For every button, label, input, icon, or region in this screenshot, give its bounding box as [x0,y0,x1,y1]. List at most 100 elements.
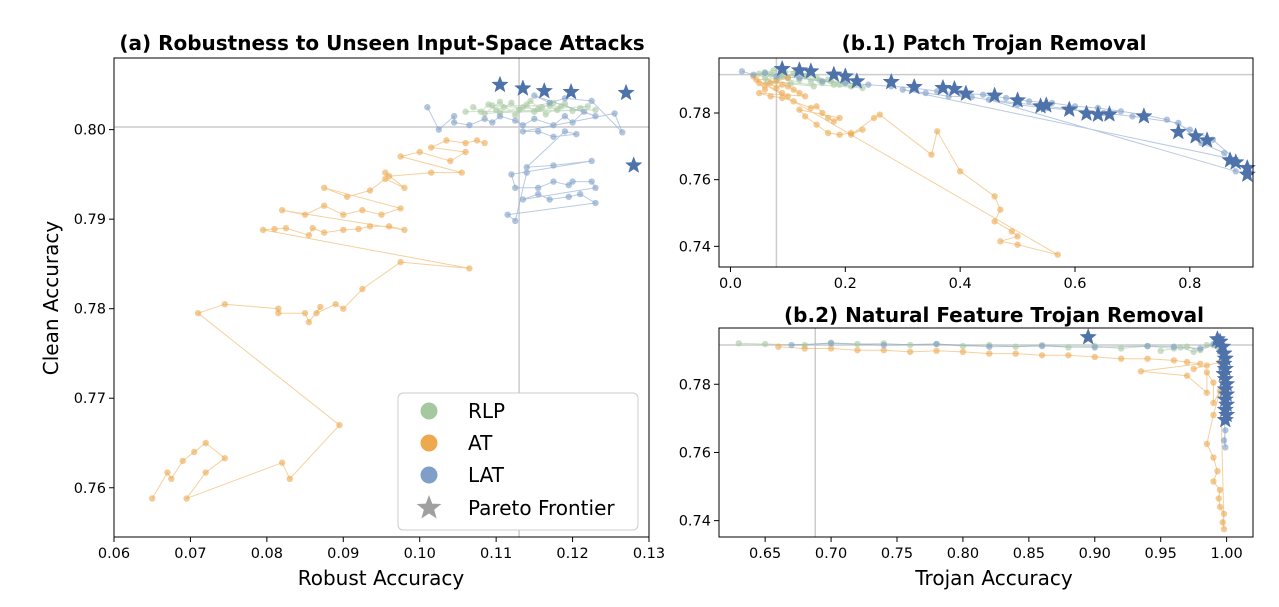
pareto-star [1227,153,1245,170]
point-at [286,475,293,483]
legend-marker-rlp [420,402,438,420]
point-at [301,211,309,218]
point-rlp [462,108,469,115]
point-lat [592,184,599,192]
point-rlp [1157,347,1164,355]
point-rlp [761,340,769,348]
point-at [1210,411,1217,419]
point-at [784,83,792,90]
pareto-star [945,79,964,97]
point-at [275,305,282,312]
point-at [355,225,362,233]
point-at [340,211,347,218]
point-at [462,148,469,156]
point-at [282,224,290,232]
point-rlp [489,102,496,109]
point-lat [619,129,626,136]
x-tick-label: 0.07 [174,546,206,562]
point-at [427,169,435,176]
point-at [1203,389,1211,396]
point-at [336,421,343,429]
pareto-star [1216,410,1235,428]
panel-b2-series-lines [738,342,1226,530]
point-rlp [1012,343,1019,350]
point-lat [1038,342,1046,350]
x-tick-label: 0.6 [1063,276,1086,292]
point-lat [573,130,580,138]
point-at [830,118,838,125]
point-at [149,495,156,502]
point-lat [1117,108,1125,115]
point-lat [986,343,993,350]
point-at [397,153,404,160]
point-lat [1221,149,1228,157]
legend-box [397,392,639,531]
point-at [317,303,324,311]
point-at [773,78,780,85]
point-at [847,131,855,138]
point-lat [1144,342,1151,350]
x-tick-label: 0.85 [1013,546,1045,562]
point-rlp [807,78,815,85]
panel-a-ylabel: Clean Accuracy [39,221,63,376]
point-at [1137,368,1145,375]
x-tick-label: 0.70 [815,546,847,562]
pareto-star [1077,104,1096,122]
point-at [773,84,780,92]
point-at [813,103,820,110]
point-lat [738,68,746,75]
point-at [278,459,286,466]
point-lat [512,117,519,124]
point-lat [588,178,595,185]
x-tick-label: 0.8 [1178,276,1201,292]
point-at [191,448,198,456]
point-at [775,343,782,350]
point-at [1203,440,1211,448]
point-at [202,439,209,447]
point-rlp [508,99,515,106]
point-lat [512,184,519,192]
point-at [807,104,815,112]
point-at [1203,362,1211,369]
point-at [427,144,435,151]
legend-label-rlp: RLP [468,399,505,423]
point-at [401,226,408,234]
point-at [761,81,769,88]
panel-b2-points [735,327,1236,533]
point-lat [569,119,576,126]
point-at [1216,503,1224,511]
point-at [997,238,1004,245]
point-rlp [1183,343,1191,350]
point-lat [550,133,557,140]
point-lat [796,74,803,82]
point-at [473,137,481,144]
point-at [366,223,374,230]
point-at [164,469,171,476]
pareto-star [836,67,855,84]
point-at [997,206,1004,213]
point-at [343,193,351,200]
point-lat [534,128,542,135]
pareto-star [1037,96,1056,113]
point-at [1183,372,1191,379]
panel-b1-frame [718,57,1254,268]
pareto-star [562,82,580,100]
point-lat [1170,343,1178,350]
point-lat [1232,168,1239,175]
point-at [755,89,763,97]
point-at [1215,495,1222,502]
point-lat [561,112,569,120]
point-lat [899,86,906,93]
point-at [1220,525,1228,533]
point-at [309,224,316,232]
pareto-star [1100,105,1119,122]
point-at [278,207,286,214]
point-at [790,86,797,93]
point-lat [1163,116,1171,123]
y-tick-label: 0.76 [679,173,711,189]
point-rlp [1177,344,1184,351]
x-tick-label: 0.4 [949,276,972,292]
point-at [790,98,797,105]
point-lat [1220,437,1228,444]
